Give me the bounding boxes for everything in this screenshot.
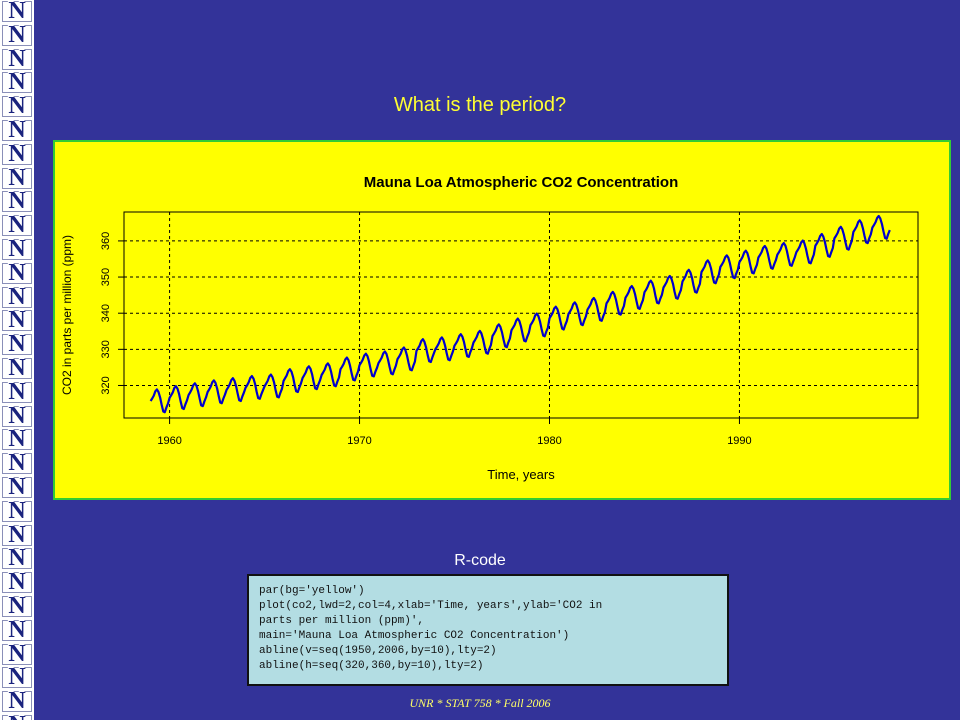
y-tick-label: 330 (100, 340, 112, 358)
logo-n-icon: N (2, 166, 32, 190)
logo-n-icon: N (2, 332, 32, 356)
logo-n-icon: N (2, 427, 32, 451)
rcode-label: R-code (454, 552, 506, 569)
code-line: abline(v=seq(1950,2006,by=10),lty=2) (259, 645, 497, 657)
slide-title: What is the period? (393, 94, 567, 116)
logo-n-icon: N (2, 570, 32, 594)
x-axis-label: Time, years (487, 467, 555, 482)
logo-strip: NNNNNNNNNNNNNNNNNNNNNNNNNNNNNNN (0, 0, 34, 720)
code-line: par(bg='yellow') (259, 585, 365, 597)
logo-n-icon: N (2, 118, 32, 142)
logo-n-icon: N (2, 475, 32, 499)
x-tick-label: 1970 (347, 435, 371, 447)
logo-n-icon: N (2, 523, 32, 547)
plot-panel: Mauna Loa Atmospheric CO2 Concentration … (53, 140, 951, 500)
co2-series-line (149, 214, 891, 414)
code-line: abline(h=seq(320,360,by=10),lty=2) (259, 660, 484, 672)
y-tick-label: 350 (100, 268, 112, 286)
logo-n-icon: N (2, 451, 32, 475)
code-line: parts per million (ppm)', (259, 615, 425, 627)
axis-ticks: 1960 1970 1980 1990 320 330 340 350 360 (100, 232, 752, 447)
logo-n-icon: N (2, 689, 32, 713)
logo-n-icon: N (2, 594, 32, 618)
x-tick-label: 1960 (157, 435, 181, 447)
logo-n-icon: N (2, 142, 32, 166)
code-line: main='Mauna Loa Atmospheric CO2 Concentr… (259, 630, 570, 642)
logo-n-icon: N (2, 189, 32, 213)
grid-lines (124, 212, 918, 418)
x-tick-label: 1980 (537, 435, 561, 447)
plot-area-frame (123, 211, 919, 419)
logo-n-icon: N (2, 713, 32, 720)
x-tick-label: 1990 (727, 435, 751, 447)
logo-n-icon: N (2, 380, 32, 404)
code-line: plot(co2,lwd=2,col=4,xlab='Time, years',… (259, 600, 603, 612)
logo-n-icon: N (2, 261, 32, 285)
logo-n-icon: N (2, 47, 32, 71)
co2-chart: Mauna Loa Atmospheric CO2 Concentration … (60, 174, 919, 482)
footer-text: UNR * STAT 758 * Fall 2006 (409, 696, 551, 710)
logo-n-icon: N (2, 23, 32, 47)
y-tick-label: 340 (100, 304, 112, 322)
logo-n-icon: N (2, 499, 32, 523)
logo-n-icon: N (2, 285, 32, 309)
logo-n-icon: N (2, 665, 32, 689)
logo-n-icon: N (2, 94, 32, 118)
logo-n-icon: N (2, 213, 32, 237)
y-tick-label: 320 (100, 376, 112, 394)
logo-n-icon: N (2, 0, 32, 23)
logo-n-icon: N (2, 642, 32, 666)
logo-n-icon: N (2, 308, 32, 332)
logo-n-icon: N (2, 546, 32, 570)
chart-title: Mauna Loa Atmospheric CO2 Concentration (364, 174, 678, 191)
logo-n-icon: N (2, 618, 32, 642)
logo-n-icon: N (2, 70, 32, 94)
logo-n-icon: N (2, 237, 32, 261)
y-tick-label: 360 (100, 232, 112, 250)
code-box: par(bg='yellow') plot(co2,lwd=2,col=4,xl… (247, 574, 729, 686)
logo-n-icon: N (2, 356, 32, 380)
y-axis-label: CO2 in parts per million (ppm) (60, 235, 74, 395)
logo-n-icon: N (2, 404, 32, 428)
